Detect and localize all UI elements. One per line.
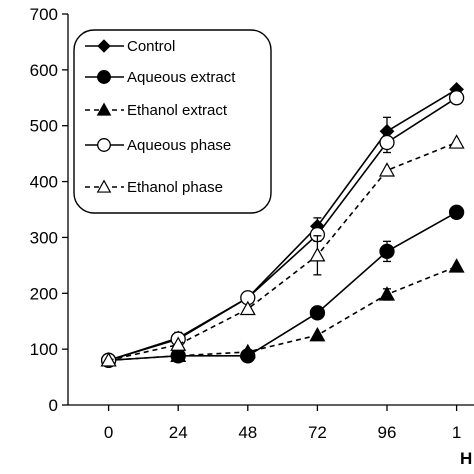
data-point <box>309 247 326 262</box>
x-tick-label: 96 <box>378 423 397 442</box>
series-line <box>108 211 457 362</box>
legend-marker <box>96 102 112 116</box>
y-tick-label: 100 <box>30 340 58 359</box>
data-point <box>239 300 256 316</box>
data-point <box>170 336 187 351</box>
data-point <box>100 352 117 367</box>
data-point <box>309 326 326 342</box>
data-point <box>448 258 465 273</box>
data-point <box>309 305 326 321</box>
x-tick-label: 24 <box>169 423 188 442</box>
x-tick-label: 72 <box>308 423 327 442</box>
y-tick-label: 600 <box>30 61 58 80</box>
legend-item-ethanol-phase: Ethanol phase <box>85 179 223 196</box>
series-ethanol-phase <box>100 134 465 367</box>
legend-marker <box>97 70 111 84</box>
legend-box <box>73 29 272 214</box>
y-tick-label: 300 <box>30 228 58 247</box>
legend-label: Aqueous extract <box>127 69 236 86</box>
x-tick-label: 0 <box>104 423 113 442</box>
series-line <box>108 88 458 362</box>
data-point <box>378 286 396 301</box>
data-point <box>170 347 187 363</box>
series-line <box>108 97 458 362</box>
data-point <box>379 134 395 151</box>
data-point <box>448 134 465 149</box>
series-line <box>108 265 457 362</box>
legend-marker <box>97 39 111 53</box>
x-axis-label: H <box>460 449 472 468</box>
series-group <box>100 82 465 368</box>
data-point <box>239 343 256 359</box>
data-point <box>379 243 395 260</box>
legend-marker <box>97 138 111 152</box>
x-tick-label: 1 <box>452 423 461 442</box>
y-tick-label: 700 <box>30 5 58 24</box>
legend-marker <box>96 179 112 193</box>
series-line <box>108 141 457 362</box>
legend-item-aqueous-extract: Aqueous extract <box>85 69 236 86</box>
data-point <box>448 204 465 220</box>
y-tick-label: 0 <box>49 396 58 415</box>
x-tick-label: 48 <box>238 423 257 442</box>
legend-item-aqueous-phase: Aqueous phase <box>85 137 231 154</box>
y-tick-label: 500 <box>30 117 58 136</box>
legend-item-ethanol-extract: Ethanol extract <box>85 102 228 119</box>
y-tick-label: 400 <box>30 173 58 192</box>
data-point <box>448 90 465 106</box>
legend-label: Ethanol extract <box>127 102 228 119</box>
legend: Control Aqueous extract Ethanol extract Aqu… <box>73 29 272 214</box>
axes: 0 100 200 300 400 500 600 700 0 24 48 72 96 1 H <box>30 5 474 468</box>
legend-label: Aqueous phase <box>127 137 231 154</box>
legend-item-control: Control <box>85 38 175 55</box>
legend-label: Control <box>127 38 175 55</box>
y-tick-label: 200 <box>30 284 58 303</box>
legend-label: Ethanol phase <box>127 179 223 196</box>
data-point <box>378 162 396 177</box>
